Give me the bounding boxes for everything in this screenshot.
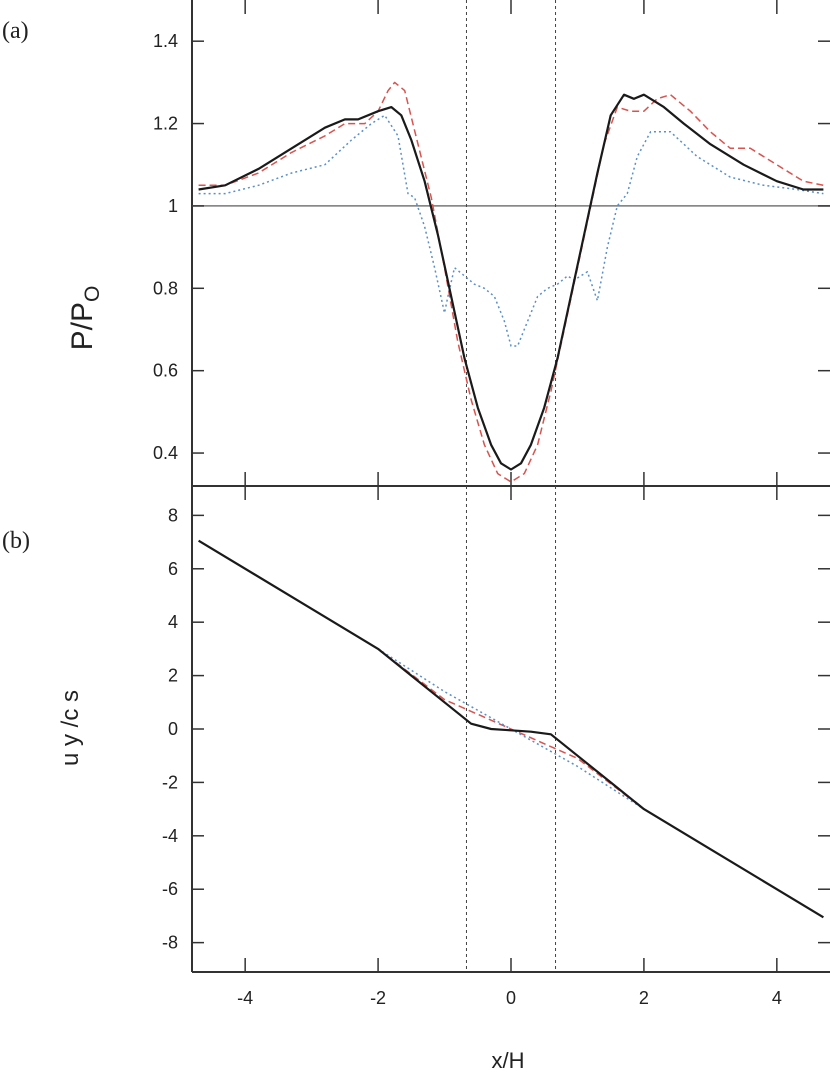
panel-b-label: (b) <box>2 528 30 554</box>
x-tick-label: 0 <box>506 988 516 1008</box>
panel-a-y-tick-label: 0.8 <box>153 278 178 298</box>
panel-a-label: (a) <box>2 18 29 44</box>
panel-b-y-tick-label: -8 <box>162 933 178 953</box>
panel-b-series-dotted-line <box>377 648 645 810</box>
panel-b-y-tick-label: 4 <box>168 612 178 632</box>
panel-a-series-dotted-line <box>198 114 824 347</box>
panel-b-y-tick-label: 2 <box>168 666 178 686</box>
x-tick-label: 4 <box>772 988 782 1008</box>
panel-b-y-tick-label: -6 <box>162 879 178 899</box>
panel-b-y-axis-title: u y /c s <box>57 690 84 766</box>
panel-b-y-tick-label: -2 <box>162 772 178 792</box>
panel-a-series-dashed-line <box>198 81 824 483</box>
x-tick-label: -4 <box>237 988 253 1008</box>
panel-a-plot-area: 0.4 0.6 0.8 1 1.2 1.4 <box>153 0 830 487</box>
panel-b-series-solid-line <box>198 539 824 919</box>
panel-a: 0.4 0.6 0.8 1 1.2 1.4 (a) P/PO <box>2 0 830 487</box>
panel-a-y-axis-title: P/PO <box>66 286 104 351</box>
panel-a-y-tick-label: 0.6 <box>153 361 178 381</box>
panel-b-y-tick-label: 6 <box>168 559 178 579</box>
panel-a-series-solid-line <box>198 93 824 471</box>
x-tick-label: -2 <box>370 988 386 1008</box>
panel-b-plot-area: -8 -6 -4 -2 0 2 4 6 8 -4 -2 0 2 4 <box>162 486 830 1008</box>
panel-b: -8 -6 -4 -2 0 2 4 6 8 -4 -2 0 2 4 (b) u y /c s x/H <box>2 486 830 1073</box>
x-axis-title: x/H <box>492 1048 525 1073</box>
panel-a-y-tick-label: 0.4 <box>153 443 178 463</box>
panel-b-y-tick-label: 0 <box>168 719 178 739</box>
panel-b-y-tick-label: -4 <box>162 826 178 846</box>
panel-a-y-tick-label: 1.2 <box>153 114 178 134</box>
panel-b-y-tick-label: 8 <box>168 505 178 525</box>
panel-a-y-tick-label: 1 <box>168 196 178 216</box>
panel-a-y-tick-label: 1.4 <box>153 31 178 51</box>
x-tick-label: 2 <box>639 988 649 1008</box>
